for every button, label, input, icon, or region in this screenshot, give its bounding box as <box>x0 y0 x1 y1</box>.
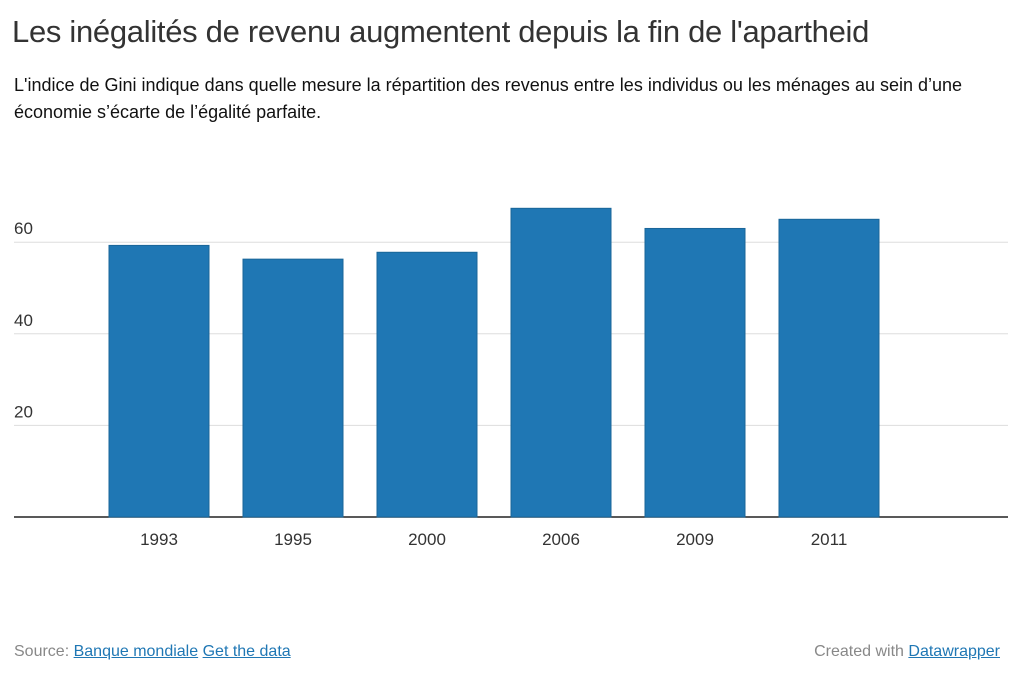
source-label: Source: <box>14 643 70 660</box>
x-tick-label: 1993 <box>140 530 178 549</box>
bar-1995 <box>242 258 344 518</box>
source-line: Source: Banque mondiale Get the data <box>14 643 291 661</box>
chart-subtitle: L'indice de Gini indique dans quelle mes… <box>14 75 963 122</box>
x-tick-label: 2000 <box>408 530 446 549</box>
bar-2009 <box>644 227 746 518</box>
y-tick-label: 60 <box>14 219 33 238</box>
datawrapper-link[interactable]: Datawrapper <box>908 643 1000 660</box>
x-tick-label: 2009 <box>676 530 714 549</box>
bar-2006 <box>510 207 612 518</box>
bars <box>108 207 880 518</box>
chart-title: Les inégalités de revenu augmentent depu… <box>12 14 870 49</box>
bar-2000 <box>376 251 478 518</box>
source-link[interactable]: Banque mondiale <box>73 643 199 660</box>
created-label: Created with <box>814 643 904 660</box>
x-tick-label: 2006 <box>542 530 580 549</box>
y-tick-label: 20 <box>14 402 33 421</box>
get-data-link[interactable]: Get the data <box>202 643 291 660</box>
bar-2011 <box>778 218 880 518</box>
credit-line: Created with Datawrapper <box>814 643 1000 661</box>
tick-labels: 20 40 60 1993 1995 2000 2006 2009 2011 <box>14 219 847 549</box>
x-tick-label: 2011 <box>811 530 848 549</box>
bar-chart: 20 40 60 1993 1995 2000 2006 2009 2011 <box>14 207 1008 549</box>
y-tick-label: 40 <box>14 311 33 330</box>
x-tick-label: 1995 <box>274 530 312 549</box>
bar-1993 <box>108 244 210 518</box>
chart-footer: Source: Banque mondiale Get the data Cre… <box>14 643 1000 661</box>
